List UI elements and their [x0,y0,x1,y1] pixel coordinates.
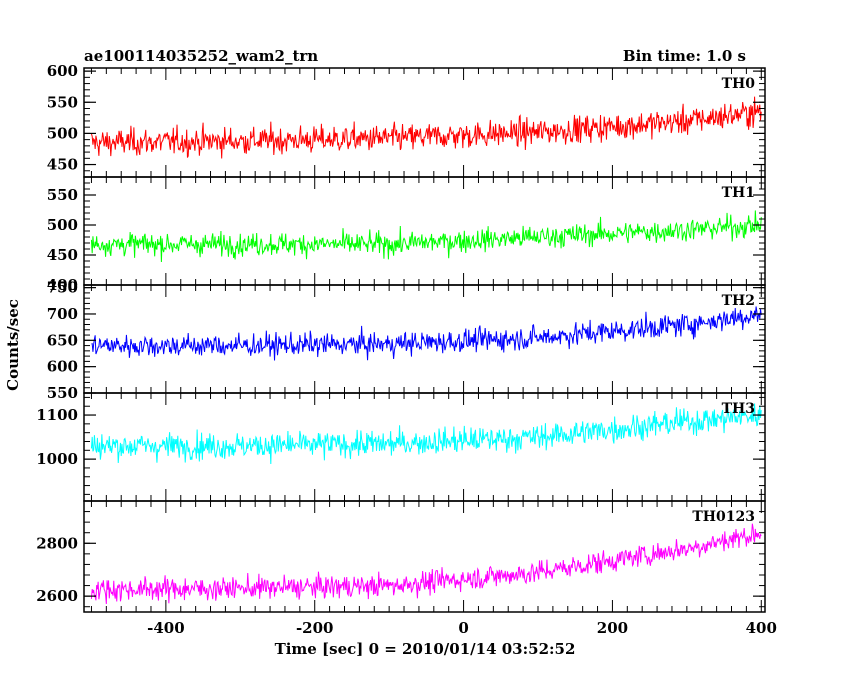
panel-label-th0: TH0 [722,76,756,92]
y-tick-label: 600 [47,358,78,376]
y-tick-label: 550 [47,93,78,111]
series-line-th0123 [90,523,762,605]
series-line-th1 [90,210,762,262]
series-line-th3 [90,403,762,464]
y-tick-label: 550 [47,384,78,402]
y-tick-label: 750 [47,279,78,297]
y-tick-label: 700 [47,305,78,323]
panel-frame-th0123 [83,500,766,613]
y-tick-label: 600 [47,62,78,80]
panel-label-th1: TH1 [722,185,755,201]
y-tick-label: 2800 [36,534,78,552]
y-tick-label: 500 [47,216,78,234]
panel-label-th3: TH3 [722,401,755,417]
panel-label-th2: TH2 [722,293,755,309]
panel-label-th0123: TH0123 [692,509,755,525]
figure-title-right: Bin time: 1.0 s [623,47,746,65]
x-tick-label: -200 [296,619,334,637]
figure-title-left: ae100114035252_wam2_trn [84,47,318,65]
y-tick-label: 450 [47,156,78,174]
y-tick-label: 650 [47,331,78,349]
y-axis-label: Counts/sec [4,299,22,391]
y-tick-label: 2600 [36,587,78,605]
y-tick-label: 450 [47,246,78,264]
y-tick-label: 550 [47,186,78,204]
series-line-th2 [91,306,762,361]
y-tick-label: 1100 [36,406,78,424]
series-line-th0 [90,96,762,159]
x-axis-label: Time [sec] 0 = 2010/01/14 03:52:52 [275,640,576,658]
panel-frame-th2 [83,284,766,394]
y-tick-label: 400 [47,276,78,294]
y-tick-label: 1000 [36,450,78,468]
panel-frame-th0 [83,67,766,178]
x-tick-label: 400 [746,619,777,637]
x-tick-label: 200 [597,619,628,637]
y-tick-label: 500 [47,124,78,142]
x-tick-label: -400 [147,619,185,637]
x-tick-label: 0 [458,619,468,637]
